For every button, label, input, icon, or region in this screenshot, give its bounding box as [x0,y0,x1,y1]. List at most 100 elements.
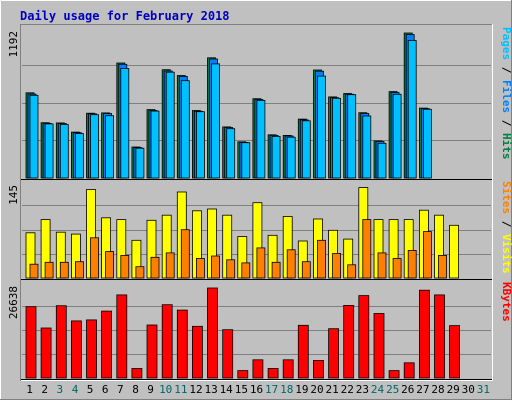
bar-sites-day-13 [211,255,220,279]
x-axis-labels: 1 2 3 4 5 6 7 8 9 10 11 12 13 14 15 16 17 18 19 20 21 22 23 24 2… [26,383,490,396]
bar-kbytes-day-3 [55,305,67,379]
bar-kbytes-day-14 [222,329,234,379]
bar-sites-day-7 [120,254,130,279]
x-tick-day-12: 12 [189,383,202,396]
x-tick-day-20: 20 [310,383,323,396]
bar-sites-day-24 [377,252,387,279]
bar-kbytes-day-17 [267,368,279,379]
x-tick-day-21: 21 [325,383,338,396]
x-tick-day-30: 30 [462,383,475,396]
bar-kbytes-day-7 [116,294,128,379]
bar-sites-day-18 [286,249,296,279]
bar-kbytes-day-8 [131,368,143,379]
bar-pages-day-3 [59,124,69,179]
chart-panels: 1192 Pages / Files / Hits 145 Sites / Visit… [7,27,512,380]
bar-kbytes-day-12 [191,325,203,379]
x-tick-day-28: 28 [431,383,444,396]
bar-sites-day-3 [59,261,69,279]
x-tick-day-16: 16 [250,383,263,396]
kbytes_panel-legend-label: KBytes [500,282,512,322]
bar-pages-day-23 [362,115,372,179]
bar-sites-day-27 [422,231,432,279]
bar-pages-day-21 [332,97,342,179]
chart-title: Daily usage for February 2018 [20,9,230,23]
x-tick-day-5: 5 [87,383,94,396]
bar-sites-day-25 [392,258,402,279]
bar-pages-day-2 [44,123,54,179]
bar-pages-day-1 [29,94,39,179]
bar-pages-day-19 [301,120,311,179]
bar-pages-day-9 [150,110,160,179]
hits_panel-legend-label: Pages / Files / Hits [500,27,512,160]
bar-kbytes-day-10 [161,304,173,379]
bar-pages-day-7 [120,68,130,179]
kbytes_panel: 26638 KBytes [7,282,512,380]
bar-kbytes-day-4 [71,320,82,379]
bar-sites-day-26 [407,249,417,279]
bar-sites-day-22 [347,264,357,279]
x-tick-day-29: 29 [447,383,460,396]
hits_panel-legend-part-3: / [500,113,512,133]
bar-pages-day-27 [422,108,432,179]
x-tick-day-3: 3 [56,383,63,396]
x-tick-day-4: 4 [72,383,79,396]
bar-sites-day-16 [256,247,266,279]
bar-sites-day-12 [195,258,205,279]
x-tick-day-22: 22 [341,383,354,396]
bar-sites-day-23 [362,219,372,279]
bar-pages-day-10 [165,71,175,179]
x-tick-day-1: 1 [26,383,33,396]
bar-sites-day-17 [271,261,281,279]
bar-sites-day-20 [317,239,326,279]
bar-kbytes-day-24 [373,313,385,379]
bar-sites-day-21 [332,253,342,279]
bar-pages-day-13 [211,63,220,179]
x-tick-day-24: 24 [371,383,385,396]
bar-kbytes-day-6 [101,310,112,379]
x-tick-day-13: 13 [204,383,217,396]
bar-visits-day-29 [449,224,460,279]
hits_panel-legend-part-2: Files [500,80,512,113]
bar-kbytes-day-29 [449,325,461,379]
bar-kbytes-day-1 [25,306,37,379]
bar-sites-day-9 [150,256,160,279]
x-tick-day-11: 11 [174,383,187,396]
bar-pages-day-12 [195,111,205,179]
bar-pages-day-16 [256,100,266,179]
bar-pages-day-17 [271,135,281,179]
bar-pages-day-22 [347,94,357,179]
bar-kbytes-day-20 [313,359,324,379]
x-tick-day-14: 14 [220,383,234,396]
bar-sites-day-19 [301,261,311,279]
bar-pages-day-5 [90,114,99,179]
bar-kbytes-day-27 [418,289,430,379]
bar-pages-day-24 [377,142,387,179]
bar-kbytes-day-21 [328,328,340,379]
hits_panel: 1192 Pages / Files / Hits [7,27,512,180]
hits_panel-max-label: 1192 [7,31,20,58]
bar-pages-day-6 [105,115,114,179]
bar-sites-day-28 [438,254,447,279]
hits_panel-legend-part-4: Hits [500,133,512,160]
bar-sites-day-5 [90,237,99,279]
visits_panel-max-label: 145 [7,185,20,205]
bar-sites-day-6 [105,251,114,279]
bar-kbytes-day-26 [403,362,415,379]
x-tick-day-15: 15 [235,383,248,396]
bar-kbytes-day-11 [176,309,188,379]
visits_panel-legend-part-2: Visits [500,234,512,274]
x-tick-day-18: 18 [280,383,293,396]
x-tick-day-26: 26 [401,383,414,396]
bar-kbytes-day-18 [282,359,294,379]
bar-pages-day-8 [135,147,145,179]
bar-pages-day-26 [407,40,417,179]
x-tick-day-8: 8 [132,383,139,396]
bar-pages-day-15 [241,142,251,179]
x-tick-day-2: 2 [41,383,48,396]
bar-kbytes-day-28 [434,294,445,379]
x-tick-day-7: 7 [117,383,124,396]
bar-pages-day-20 [317,75,326,179]
bar-pages-day-25 [392,93,402,179]
kbytes_panel-max-label: 26638 [7,286,20,319]
